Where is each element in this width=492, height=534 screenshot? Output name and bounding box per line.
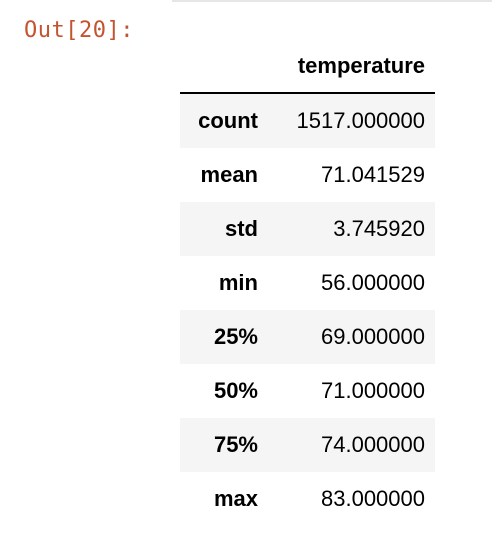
- table-row: max 83.000000: [180, 472, 435, 526]
- output-prompt: Out[20]:: [24, 18, 134, 43]
- row-value: 1517.000000: [296, 108, 425, 133]
- index-header-cell: [180, 40, 270, 94]
- row-label: 75%: [213, 432, 258, 457]
- row-value: 71.000000: [321, 378, 425, 403]
- row-label: std: [225, 216, 258, 241]
- table-row: 50% 71.000000: [180, 364, 435, 418]
- row-value: 71.041529: [321, 162, 425, 187]
- row-value: 74.000000: [321, 432, 425, 457]
- column-header-temperature: temperature: [270, 40, 435, 94]
- row-label: max: [213, 486, 258, 511]
- table-row: std 3.745920: [180, 202, 435, 256]
- row-label: 25%: [213, 324, 258, 349]
- output-cell-top-border: [172, 0, 492, 2]
- table-row: mean 71.041529: [180, 148, 435, 202]
- table-row: 75% 74.000000: [180, 418, 435, 472]
- table-row: 25% 69.000000: [180, 310, 435, 364]
- row-label: count: [198, 108, 258, 133]
- row-value: 83.000000: [321, 486, 425, 511]
- row-label: 50%: [213, 378, 258, 403]
- row-value: 3.745920: [333, 216, 425, 241]
- row-label: mean: [200, 162, 258, 187]
- table-row: count 1517.000000: [180, 93, 435, 148]
- row-label: min: [218, 270, 258, 295]
- table-row: min 56.000000: [180, 256, 435, 310]
- header-row: temperature: [180, 40, 435, 94]
- table-header: temperature: [180, 40, 435, 94]
- table-body: count 1517.000000 mean 71.041529 std 3.7…: [180, 93, 435, 526]
- row-value: 56.000000: [321, 270, 425, 295]
- describe-dataframe-table: temperature count 1517.000000 mean 71.04…: [180, 40, 435, 526]
- row-value: 69.000000: [321, 324, 425, 349]
